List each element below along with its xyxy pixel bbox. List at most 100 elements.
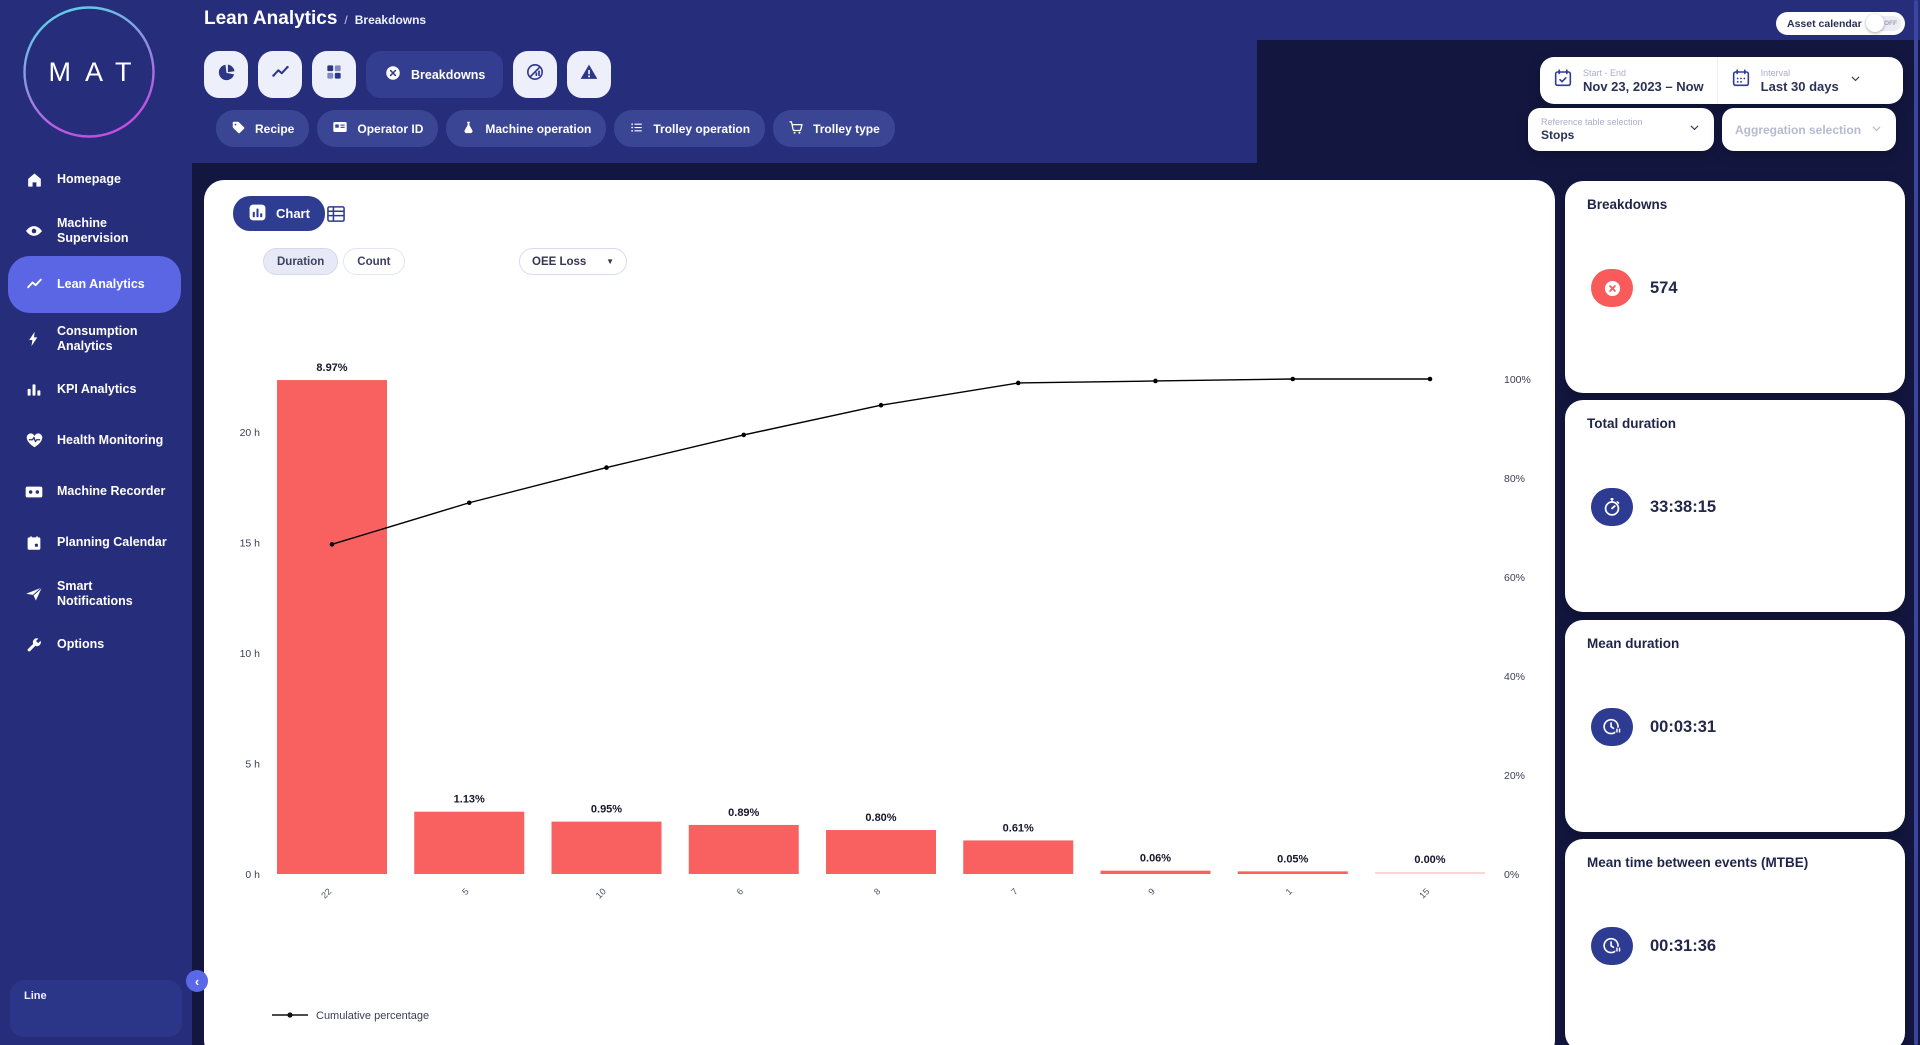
- bolt-icon: [24, 329, 44, 349]
- kpi-value: 00:31:36: [1650, 936, 1717, 955]
- aggregation-select[interactable]: Aggregation selection: [1722, 108, 1896, 151]
- chip-label: Operator ID: [357, 121, 424, 136]
- mode-option-count[interactable]: Count: [343, 248, 405, 275]
- sidebar-item-health-monitoring[interactable]: Health Monitoring: [0, 415, 192, 466]
- sidebar-item-smart-notifications[interactable]: Smart Notifications: [0, 568, 192, 619]
- pie-chart-icon: [216, 62, 237, 88]
- kpi-title: Mean duration: [1587, 636, 1680, 651]
- x-axis-category-label: 7: [1009, 886, 1020, 897]
- warning-triangle-icon: [579, 62, 599, 87]
- chevron-down-icon: [1849, 72, 1862, 90]
- pareto-bar[interactable]: [1237, 871, 1348, 874]
- mode-option-duration[interactable]: Duration: [263, 248, 339, 275]
- alerts-view-button[interactable]: [567, 51, 612, 98]
- bar-value-label: 0.95%: [591, 804, 622, 816]
- date-filter-card: Start - End Nov 23, 2023 – Now Interval …: [1540, 57, 1903, 104]
- sidebar-item-planning-calendar[interactable]: Planning Calendar: [0, 517, 192, 568]
- chip-trolley-type[interactable]: Trolley type: [773, 110, 895, 147]
- asset-calendar-label: Asset calendar: [1787, 17, 1862, 30]
- sidebar-item-homepage[interactable]: Homepage: [0, 154, 192, 205]
- sidebar-item-label: Smart Notifications: [57, 578, 133, 608]
- toggle-knob: [1866, 14, 1884, 32]
- pareto-bar[interactable]: [688, 824, 799, 874]
- scrollbar[interactable]: [1914, 0, 1918, 1045]
- cumulative-point[interactable]: [329, 542, 335, 547]
- sidebar-item-kpi-analytics[interactable]: KPI Analytics: [0, 364, 192, 415]
- cumulative-point[interactable]: [1290, 376, 1296, 382]
- pareto-bar[interactable]: [277, 380, 387, 874]
- oee-gauge-view-button[interactable]: [513, 51, 558, 98]
- bar-chart-icon: [24, 380, 44, 400]
- sidebar-item-lean-analytics[interactable]: Lean Analytics: [8, 256, 181, 313]
- kpi-value: 574: [1650, 278, 1678, 297]
- matrix-view-button[interactable]: [312, 51, 356, 98]
- chart-tab[interactable]: Chart: [233, 196, 325, 231]
- pareto-bar[interactable]: [963, 840, 1074, 874]
- pareto-bar[interactable]: [414, 811, 525, 874]
- date-range-picker[interactable]: Start - End Nov 23, 2023 – Now: [1540, 68, 1717, 94]
- cumulative-point[interactable]: [878, 402, 884, 408]
- flask-icon: [461, 120, 476, 138]
- id-card-icon: [332, 119, 348, 138]
- sidebar-collapse-button[interactable]: ‹: [186, 970, 208, 992]
- chip-recipe[interactable]: Recipe: [216, 110, 310, 147]
- filter-chips: Recipe Operator ID Machine operation Tro…: [216, 110, 895, 147]
- right-axis-tick: 100%: [1504, 374, 1531, 386]
- pareto-bar[interactable]: [1375, 872, 1485, 874]
- logo-text: MAT: [48, 56, 146, 87]
- cumulative-point[interactable]: [741, 432, 747, 438]
- sidebar: MAT Homepage Machine Supervision Lean An…: [0, 0, 192, 1045]
- x-circle-icon: [384, 64, 402, 85]
- cumulative-point[interactable]: [1153, 378, 1158, 384]
- kpi-card-mtbe: Mean time between events (MTBE) 00:31:36: [1565, 839, 1905, 1045]
- matrix-icon: [324, 62, 344, 87]
- date-range-value: Nov 23, 2023 – Now: [1583, 78, 1704, 94]
- asset-calendar-toggle[interactable]: OFF: [1866, 14, 1901, 32]
- bar-value-label: 0.80%: [865, 812, 896, 824]
- reference-table-select[interactable]: Reference table selection Stops: [1528, 108, 1714, 151]
- chip-trolley-operation[interactable]: Trolley operation: [614, 110, 766, 147]
- breakdowns-view-button[interactable]: Breakdowns: [366, 51, 504, 98]
- kpi-row: 00:03:31: [1591, 708, 1716, 746]
- chevron-left-icon: ‹: [194, 973, 200, 989]
- sidebar-item-label: Consumption Analytics: [57, 323, 138, 353]
- pie-chart-view-button[interactable]: [204, 51, 248, 98]
- chip-operator-id[interactable]: Operator ID: [317, 110, 439, 147]
- chip-label: Trolley type: [813, 121, 880, 136]
- sidebar-item-options[interactable]: Options: [0, 619, 192, 670]
- cumulative-point[interactable]: [1427, 376, 1433, 382]
- breadcrumb-current: Breakdowns: [354, 13, 427, 27]
- app-logo: MAT: [22, 5, 156, 139]
- kpi-card-total-duration: Total duration 33:38:15: [1565, 400, 1905, 612]
- legend-label: Cumulative percentage: [316, 1010, 429, 1022]
- cumulative-point[interactable]: [1015, 380, 1021, 386]
- metric-select[interactable]: OEE Loss ▼: [519, 248, 627, 275]
- sidebar-item-machine-supervision[interactable]: Machine Supervision: [0, 205, 192, 256]
- x-axis-category-label: 22: [319, 886, 333, 900]
- table-view-button[interactable]: [325, 203, 347, 225]
- sidebar-item-label: Health Monitoring: [57, 433, 164, 447]
- trend-view-button[interactable]: [258, 51, 302, 98]
- bar-value-label: 0.06%: [1140, 853, 1171, 865]
- sidebar-item-label: Machine Supervision: [57, 215, 129, 245]
- bar-value-label: 0.61%: [1003, 822, 1034, 834]
- mode-toggle: Duration Count: [263, 248, 405, 275]
- left-axis-tick: 5 h: [245, 759, 260, 771]
- cumulative-point[interactable]: [466, 500, 472, 506]
- right-axis-tick: 20%: [1504, 770, 1525, 782]
- x-axis-category-label: 10: [594, 886, 608, 900]
- sidebar-item-consumption-analytics[interactable]: Consumption Analytics: [0, 313, 192, 364]
- sidebar-item-label: KPI Analytics: [57, 382, 137, 396]
- pareto-bar[interactable]: [1100, 870, 1211, 874]
- pareto-bar[interactable]: [551, 821, 662, 874]
- cumulative-point[interactable]: [604, 465, 609, 470]
- chip-machine-operation[interactable]: Machine operation: [446, 110, 607, 147]
- x-axis-category-label: 1: [1284, 886, 1295, 897]
- heart-pulse-icon: [24, 431, 44, 451]
- x-circle-icon: [1591, 269, 1633, 307]
- interval-picker[interactable]: Interval Last 30 days: [1718, 68, 1875, 94]
- gauge-icon: [525, 62, 545, 87]
- sidebar-item-label: Options: [57, 637, 105, 651]
- pareto-bar[interactable]: [826, 830, 936, 874]
- sidebar-item-machine-recorder[interactable]: Machine Recorder: [0, 466, 192, 517]
